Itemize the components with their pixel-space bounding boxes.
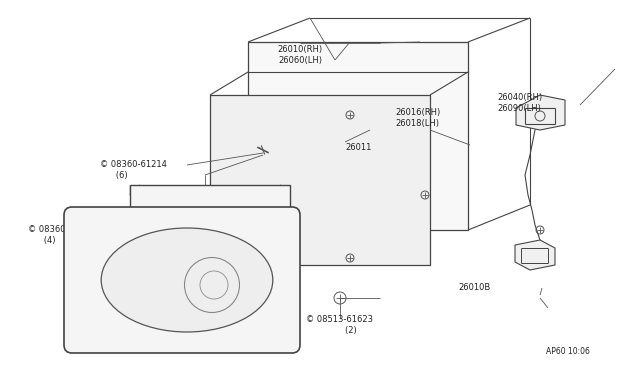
Polygon shape (516, 95, 565, 130)
Polygon shape (248, 42, 468, 230)
Text: AP60 10:06: AP60 10:06 (546, 347, 590, 356)
Polygon shape (515, 240, 555, 270)
Text: 26016(RH)
26018(LH): 26016(RH) 26018(LH) (395, 108, 440, 128)
Text: © 08513-61623
        (2): © 08513-61623 (2) (307, 315, 374, 335)
Polygon shape (210, 95, 430, 265)
Text: © 08360-61214
      (6): © 08360-61214 (6) (100, 160, 167, 180)
Text: 26040(RH)
26090(LH): 26040(RH) 26090(LH) (497, 93, 542, 113)
Text: 26023: 26023 (175, 218, 202, 227)
Text: © 08360-61226
      (4): © 08360-61226 (4) (28, 225, 95, 245)
Text: 26011: 26011 (345, 144, 371, 153)
Text: 26010(RH)
26060(LH): 26010(RH) 26060(LH) (277, 45, 323, 65)
Polygon shape (130, 185, 290, 330)
Ellipse shape (101, 228, 273, 332)
Text: 26010B: 26010B (458, 283, 490, 292)
FancyBboxPatch shape (64, 207, 300, 353)
